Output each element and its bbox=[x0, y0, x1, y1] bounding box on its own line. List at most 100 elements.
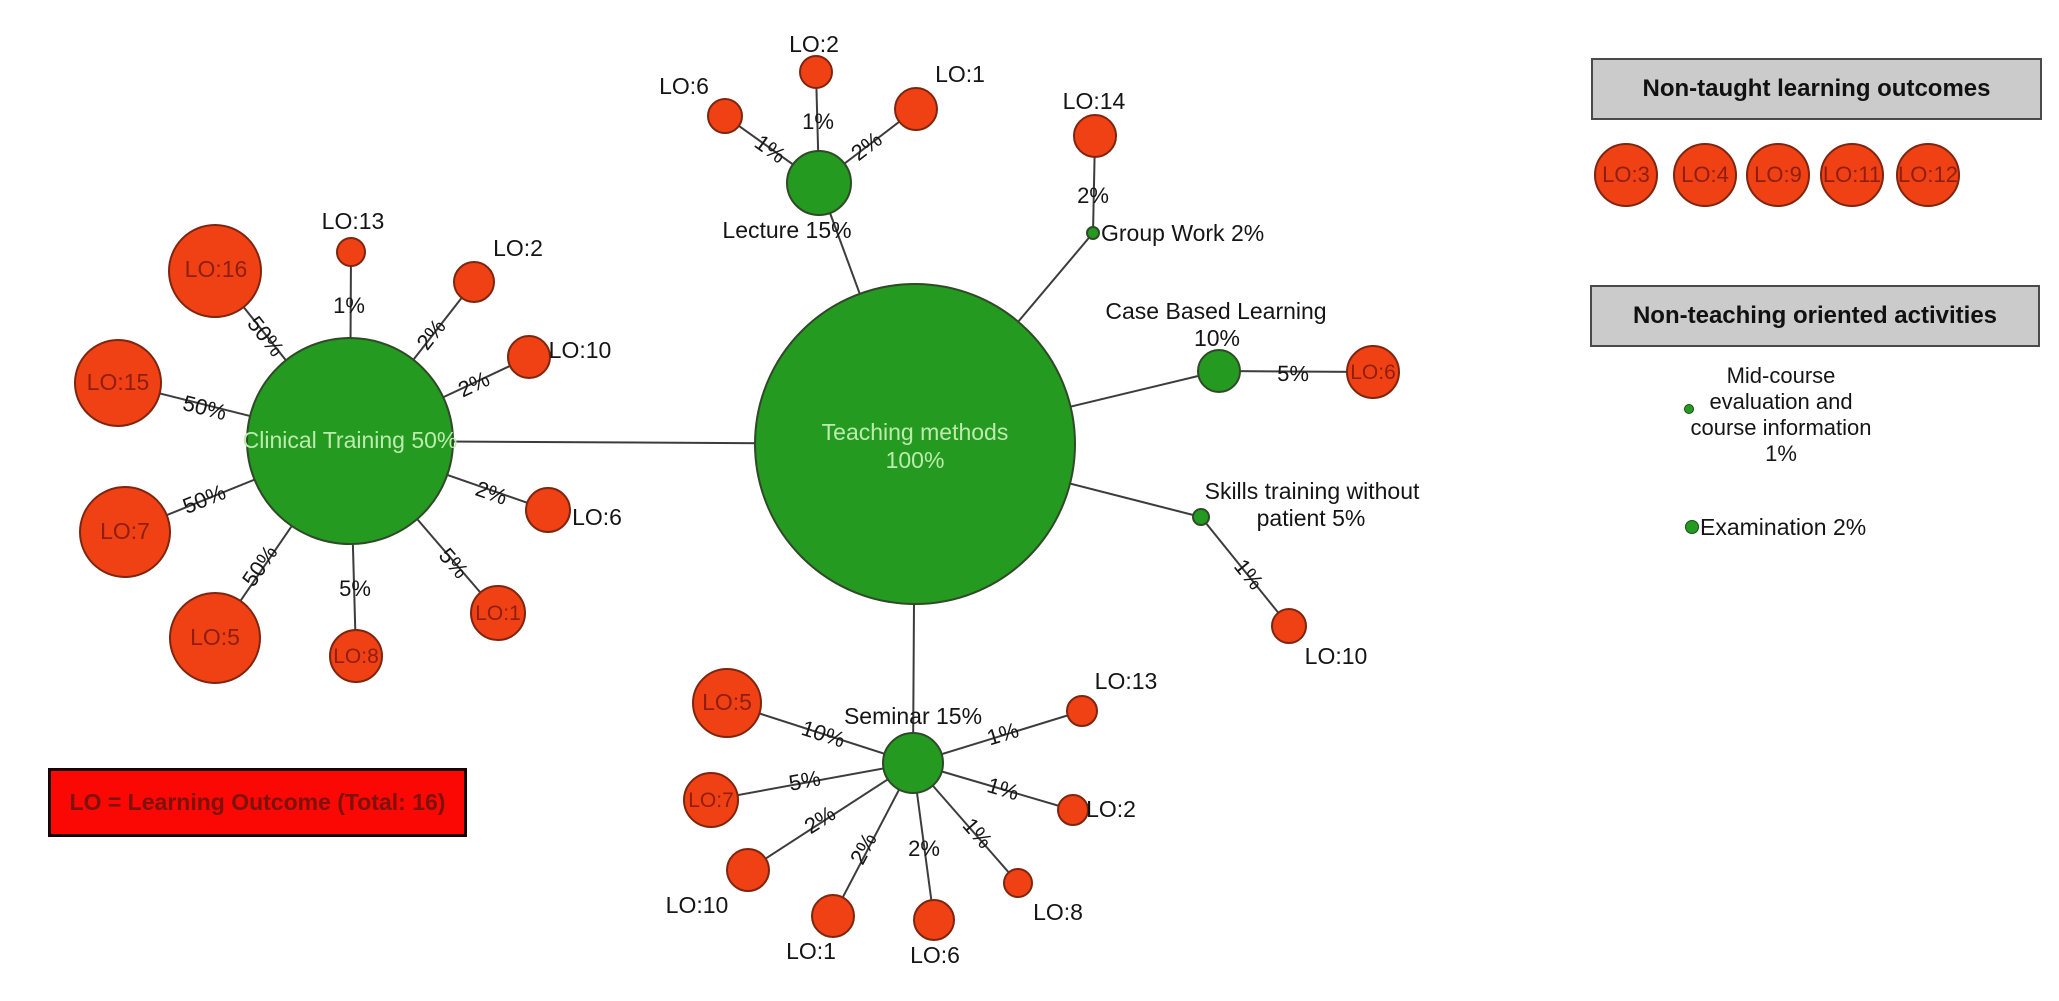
edge-label-clinical-ct-lo10: 2% bbox=[454, 366, 493, 402]
node-st-lo10-lo-circle bbox=[1271, 608, 1307, 644]
node-ct-lo10-lo-circle bbox=[507, 335, 551, 379]
label-case-based-learning: Case Based Learning bbox=[1105, 298, 1326, 324]
node-ct-lo7-lo-circle bbox=[79, 486, 171, 578]
node-skills-training-hub-circle bbox=[1192, 508, 1210, 526]
examination-dot-icon bbox=[1685, 520, 1699, 534]
node-teaching-hub-circle bbox=[754, 283, 1076, 605]
node-sem-lo6-lo-circle bbox=[913, 899, 955, 941]
label-teaching: Teaching methods bbox=[822, 419, 1009, 445]
edge-label-seminar-sem-lo5: 10% bbox=[799, 715, 849, 752]
label-sem-lo5: LO:5 bbox=[702, 689, 752, 715]
node-clinical-hub-circle bbox=[246, 337, 454, 545]
non-taught-chip-lo9: LO:9 bbox=[1746, 143, 1810, 207]
node-sem-lo10-lo-circle bbox=[726, 848, 770, 892]
edge-label-clinical-ct-lo6: 2% bbox=[472, 476, 510, 510]
examination-label: Examination 2% bbox=[1700, 514, 1867, 540]
label-seminar: Seminar 15% bbox=[844, 703, 982, 729]
edge-seminar-sem-lo7 bbox=[710, 762, 914, 801]
node-ct-lo16-lo-circle bbox=[168, 224, 262, 318]
node-ct-lo8-lo-circle bbox=[329, 629, 383, 683]
edge-label-group-work-gw-lo14: 2% bbox=[1077, 183, 1109, 208]
label-ct-lo13: LO:13 bbox=[322, 208, 385, 234]
non-teaching-panel-header: Non-teaching oriented activities bbox=[1590, 285, 2040, 347]
non-taught-chip-lo12: LO:12 bbox=[1896, 143, 1960, 207]
node-lec-lo1-lo-circle bbox=[894, 87, 938, 131]
non-taught-panel-title: Non-taught learning outcomes bbox=[1642, 75, 1991, 102]
node-lec-lo6-lo-circle bbox=[707, 98, 743, 134]
edge-skills-training-st-lo10 bbox=[1200, 516, 1290, 627]
edge-label-seminar-sem-lo8: 1% bbox=[958, 813, 998, 853]
non-taught-panel-header: Non-taught learning outcomes bbox=[1591, 58, 2042, 120]
label-group-work: Group Work 2% bbox=[1101, 220, 1264, 246]
label-ct-lo8: LO:8 bbox=[333, 645, 379, 668]
node-ct-lo1-lo-circle bbox=[470, 585, 526, 641]
non-taught-chip-lo4: LO:4 bbox=[1673, 143, 1737, 207]
node-sem-lo1-lo-circle bbox=[811, 894, 855, 938]
label-st-lo10: LO:10 bbox=[1305, 643, 1368, 669]
edge-label-clinical-ct-lo8: 5% bbox=[339, 576, 371, 601]
edge-label-seminar-sem-lo7: 5% bbox=[787, 765, 823, 795]
node-lecture-hub-circle bbox=[786, 150, 852, 216]
label-lec-lo1: LO:1 bbox=[935, 61, 985, 87]
non-taught-chip-lo11: LO:11 bbox=[1820, 143, 1884, 207]
node-ct-lo13-lo-circle bbox=[336, 237, 366, 267]
node-seminar-hub-circle bbox=[882, 732, 944, 794]
label-skills-training-1: patient 5% bbox=[1257, 505, 1366, 531]
non-teaching-panel-title: Non-teaching oriented activities bbox=[1632, 302, 1998, 329]
node-lec-lo2-lo-circle bbox=[799, 55, 833, 89]
node-sem-lo8-lo-circle bbox=[1003, 868, 1033, 898]
edge-label-clinical-ct-lo7: 50% bbox=[179, 479, 229, 519]
label-sem-lo8: LO:8 bbox=[1033, 899, 1083, 925]
label-skills-training: Skills training without bbox=[1205, 478, 1420, 504]
label-ct-lo1: LO:1 bbox=[475, 602, 521, 625]
edge-label-case-based-learning-cbl-lo6: 5% bbox=[1277, 361, 1309, 386]
edge-seminar-sem-lo10 bbox=[747, 762, 914, 871]
non-taught-chip-lo3: LO:3 bbox=[1594, 143, 1658, 207]
node-cbl-lo6-lo-circle bbox=[1346, 345, 1400, 399]
edge-label-seminar-sem-lo13: 1% bbox=[984, 717, 1022, 750]
label-cbl-lo6: LO:6 bbox=[1350, 361, 1396, 384]
lo-legend-label: LO = Learning Outcome (Total: 16) bbox=[69, 789, 446, 815]
label-lecture: Lecture 15% bbox=[722, 217, 851, 243]
edge-label-seminar-sem-lo2: 1% bbox=[984, 772, 1022, 805]
label-teaching-1: 100% bbox=[886, 447, 945, 473]
label-sem-lo1: LO:1 bbox=[786, 938, 836, 964]
node-sem-lo5-lo-circle bbox=[692, 668, 762, 738]
label-sem-lo6: LO:6 bbox=[910, 942, 960, 968]
edge-label-seminar-sem-lo6: 2% bbox=[908, 836, 940, 861]
node-sem-lo13-lo-circle bbox=[1066, 695, 1098, 727]
label-clinical: Clinical Training 50% bbox=[243, 427, 458, 453]
mid-course-evaluation-label: Mid-course evaluation and course informati… bbox=[1690, 363, 1872, 466]
label-sem-lo10: LO:10 bbox=[666, 892, 729, 918]
label-ct-lo15: LO:15 bbox=[87, 369, 150, 395]
node-case-based-learning-hub-circle bbox=[1197, 349, 1241, 393]
label-sem-lo13: LO:13 bbox=[1095, 668, 1158, 694]
node-sem-lo7-lo-circle bbox=[683, 772, 739, 828]
label-gw-lo14: LO:14 bbox=[1063, 88, 1126, 114]
label-ct-lo6: LO:6 bbox=[572, 504, 622, 530]
node-ct-lo2-lo-circle bbox=[453, 261, 495, 303]
label-sem-lo7: LO:7 bbox=[688, 789, 734, 812]
label-ct-lo2: LO:2 bbox=[493, 235, 543, 261]
edge-label-clinical-ct-lo16: 50% bbox=[242, 311, 289, 361]
node-group-work-hub-circle bbox=[1086, 226, 1100, 240]
edge-label-clinical-ct-lo13: 1% bbox=[333, 293, 365, 318]
label-lec-lo2: LO:2 bbox=[789, 31, 839, 57]
node-ct-lo6-lo-circle bbox=[525, 487, 571, 533]
lo-legend: LO = Learning Outcome (Total: 16) bbox=[48, 768, 467, 837]
edge-label-lecture-lec-lo1: 2% bbox=[846, 126, 886, 165]
label-ct-lo7: LO:7 bbox=[100, 518, 150, 544]
edge-label-lecture-lec-lo6: 1% bbox=[750, 129, 790, 168]
label-ct-lo10: LO:10 bbox=[549, 337, 612, 363]
edge-label-clinical-ct-lo15: 50% bbox=[180, 390, 229, 425]
mid-course-evaluation-dot-icon bbox=[1684, 404, 1694, 414]
label-ct-lo5: LO:5 bbox=[190, 624, 240, 650]
label-lec-lo6: LO:6 bbox=[659, 73, 709, 99]
node-sem-lo2-lo-circle bbox=[1057, 794, 1089, 826]
node-ct-lo15-lo-circle bbox=[74, 339, 162, 427]
label-case-based-learning-1: 10% bbox=[1194, 325, 1240, 351]
node-gw-lo14-lo-circle bbox=[1073, 114, 1117, 158]
node-ct-lo5-lo-circle bbox=[169, 592, 261, 684]
